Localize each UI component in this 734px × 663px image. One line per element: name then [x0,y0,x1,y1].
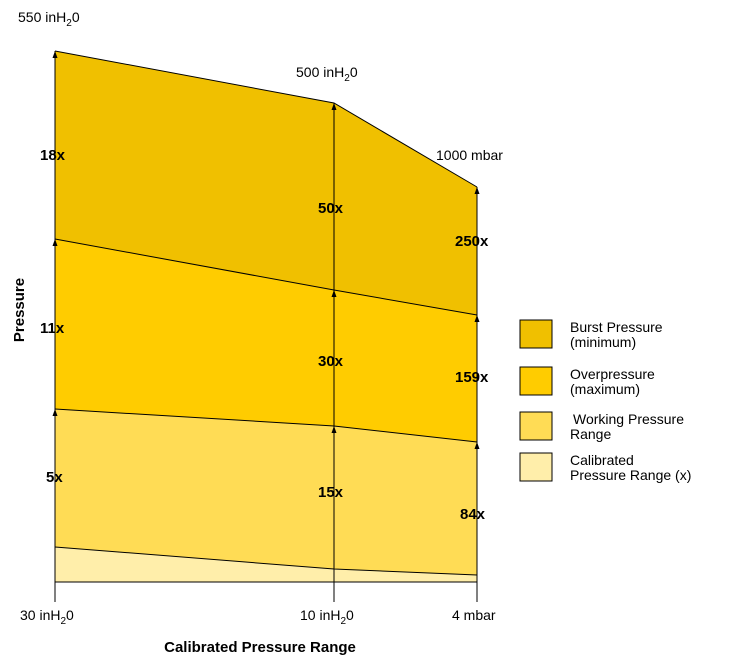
arrowhead-l1-1 [331,290,337,297]
multiplier-over-2: 159x [455,369,489,386]
legend-swatch-calibrated [519,452,553,482]
multiplier-burst-2: 250x [455,233,489,250]
x-tick-label-2: 4 mbar [452,607,496,623]
multiplier-working-1: 15x [318,484,344,501]
arrowhead-l1-2 [474,315,480,322]
legend-swatch-working [519,411,553,441]
legend-label-working-2: Range [570,426,611,442]
arrowhead-l2-1 [331,426,337,433]
top-label-2: 1000 mbar [436,147,503,163]
arrowhead-top-2 [474,187,480,194]
arrowhead-l2-2 [474,442,480,449]
multiplier-burst-0: 18x [40,147,66,164]
x-tick-label-0: 30 inH20 [20,607,74,627]
arrowheads [52,51,480,449]
legend-label-calibrated-1: Calibrated [570,452,634,468]
multiplier-over-1: 30x [318,353,344,370]
multiplier-over-0: 11x [40,320,65,337]
legend-label-burst-1: Burst Pressure [570,319,663,335]
working-pressure-band [55,409,477,575]
top-label-0: 550 inH20 [18,9,80,29]
legend-label-over-1: Overpressure [570,366,655,382]
legend-swatch-over [519,366,553,396]
arrowhead-l1-0 [52,239,58,246]
arrowhead-l2-0 [52,409,58,416]
top-label-1: 500 inH20 [296,64,358,84]
x-axis-title: Calibrated Pressure Range [164,639,356,656]
multiplier-working-0: 5x [46,469,63,486]
arrowhead-top-0 [52,51,58,58]
legend-label-burst-2: (minimum) [570,334,636,350]
legend-swatch-burst [519,319,553,349]
legend-label-over-2: (maximum) [570,381,640,397]
multiplier-burst-1: 50x [318,200,344,217]
overpressure-band [55,239,477,442]
legend-label-calibrated-2: Pressure Range (x) [570,467,691,483]
x-tick-label-1: 10 inH20 [300,607,354,627]
y-axis-title: Pressure [11,278,28,342]
legend: Burst Pressure (minimum) Overpressure (m… [519,319,691,483]
burst-pressure-band [55,51,477,315]
multiplier-working-2: 84x [460,506,486,523]
legend-label-working-1: Working Pressure [573,411,684,427]
arrowhead-top-1 [331,103,337,110]
